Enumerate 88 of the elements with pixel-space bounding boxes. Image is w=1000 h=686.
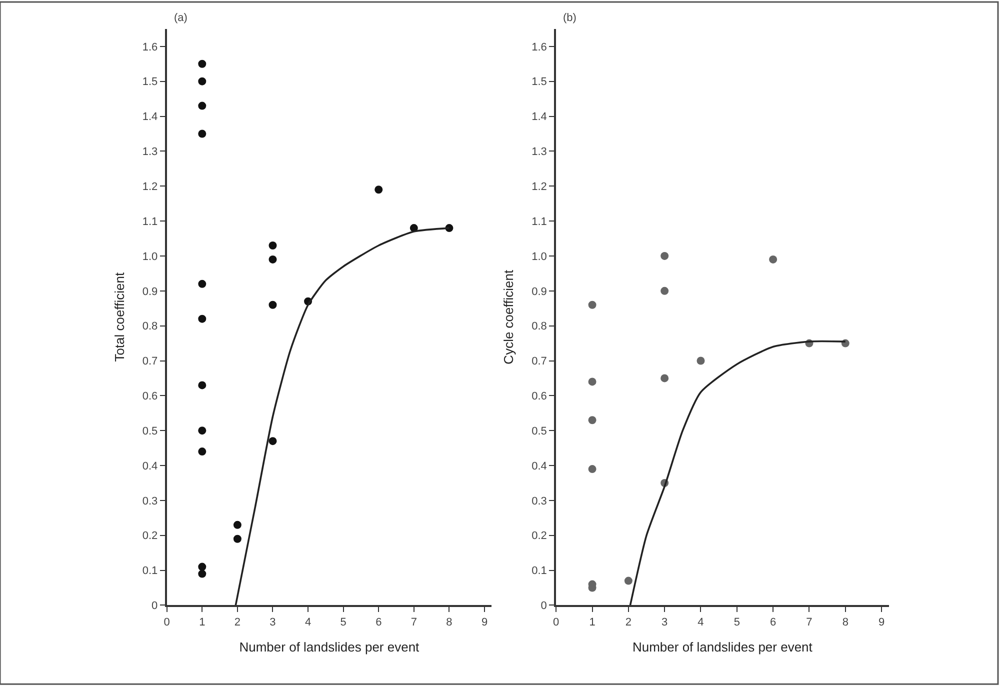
- y-tick-label: 1.4: [142, 111, 158, 124]
- y-tick-label: 0.1: [532, 565, 547, 578]
- y-tick-label: 1.5: [142, 76, 158, 88]
- x-tick-label: 6: [376, 616, 382, 628]
- y-tick-label: 0.3: [142, 495, 158, 508]
- point: [233, 520, 242, 529]
- y-tick-label: 1.1: [532, 216, 547, 228]
- x-tick-label: 0: [164, 616, 170, 628]
- point: [268, 437, 277, 446]
- x-tick-label: 2: [625, 616, 632, 628]
- x-tick-label: 1: [589, 616, 596, 628]
- x-tick-label: 9: [481, 616, 488, 628]
- y-tick-label: 0.7: [532, 356, 547, 368]
- point: [198, 60, 206, 68]
- point: [198, 570, 206, 578]
- y-tick-label: 0.6: [142, 390, 158, 403]
- text: (b): [563, 12, 576, 24]
- y-tick-label: 1.5: [532, 76, 547, 88]
- x-tick-label: 1: [199, 616, 206, 628]
- x-tick-label: 4: [304, 616, 312, 628]
- point: [268, 242, 277, 250]
- x-tick-label: 5: [340, 616, 346, 628]
- y-tick-label: 1.4: [532, 111, 547, 124]
- point: [198, 562, 206, 571]
- point: [268, 255, 277, 264]
- x-tick-label: 3: [270, 616, 276, 628]
- point: [696, 356, 705, 365]
- point: [198, 381, 206, 390]
- y-tick-label: 0.5: [142, 425, 158, 438]
- x-tick-label: 7: [806, 616, 812, 628]
- point: [588, 378, 596, 386]
- y-tick-label: 1.6: [142, 41, 158, 54]
- y-tick-label: 0.9: [532, 286, 547, 298]
- point: [624, 576, 632, 585]
- point: [198, 130, 206, 138]
- y-tick-label: 0.2: [142, 530, 158, 542]
- y-axis-title: Total coefficient: [112, 272, 127, 362]
- point: [233, 534, 242, 543]
- y-tick-label: 0.4: [532, 460, 547, 472]
- point: [374, 186, 383, 194]
- point: [198, 426, 206, 435]
- point: [769, 255, 778, 264]
- y-tick-label: 0.1: [142, 565, 158, 578]
- x-tick-label: 4: [698, 616, 704, 628]
- point: [198, 314, 206, 323]
- point: [588, 300, 596, 309]
- point: [268, 300, 277, 309]
- y-tick-label: 0.9: [142, 286, 158, 298]
- point: [588, 465, 596, 474]
- x-tick-label: 8: [842, 616, 848, 628]
- y-axis-title: Cycle coefficient: [501, 270, 516, 364]
- y-tick-label: 1.6: [532, 41, 547, 54]
- x-tick-label: 8: [446, 616, 452, 628]
- y-tick-label: 0: [540, 600, 547, 612]
- y-tick-label: 1.0: [142, 250, 158, 263]
- y-tick-label: 0.8: [532, 320, 547, 333]
- y-tick-label: 1.1: [142, 216, 158, 228]
- y-tick-label: 0.8: [142, 320, 158, 333]
- y-tick-label: 0.3: [532, 495, 547, 508]
- y-tick-label: 0.7: [142, 356, 158, 368]
- point: [660, 286, 669, 295]
- point: [660, 374, 669, 382]
- y-tick-label: 0.4: [142, 460, 158, 472]
- y-tick-label: 0.6: [532, 390, 547, 403]
- y-tick-label: 1.3: [142, 146, 158, 158]
- x-axis-title: Number of landslides per event: [632, 640, 813, 655]
- x-tick-label: 0: [553, 616, 560, 628]
- point: [588, 416, 596, 424]
- y-tick-label: 0.2: [532, 530, 547, 542]
- y-tick-label: 0: [152, 600, 158, 612]
- y-tick-label: 1.2: [142, 180, 158, 193]
- x-tick-label: 2: [234, 616, 241, 628]
- x-axis-title: Number of landslides per event: [239, 640, 420, 655]
- point: [198, 77, 206, 86]
- y-tick-label: 1.2: [532, 180, 547, 193]
- x-tick-label: 6: [770, 616, 776, 628]
- point: [198, 448, 206, 456]
- text: (a): [174, 12, 188, 24]
- x-tick-label: 9: [878, 616, 885, 628]
- x-tick-label: 3: [662, 616, 668, 628]
- x-tick-label: 5: [734, 616, 740, 628]
- point: [198, 102, 206, 110]
- y-tick-label: 1.3: [532, 146, 547, 158]
- x-tick-label: 7: [410, 616, 417, 628]
- point: [198, 280, 206, 288]
- y-tick-label: 1.0: [532, 250, 547, 263]
- y-tick-label: 0.5: [532, 425, 547, 438]
- point: [660, 252, 669, 260]
